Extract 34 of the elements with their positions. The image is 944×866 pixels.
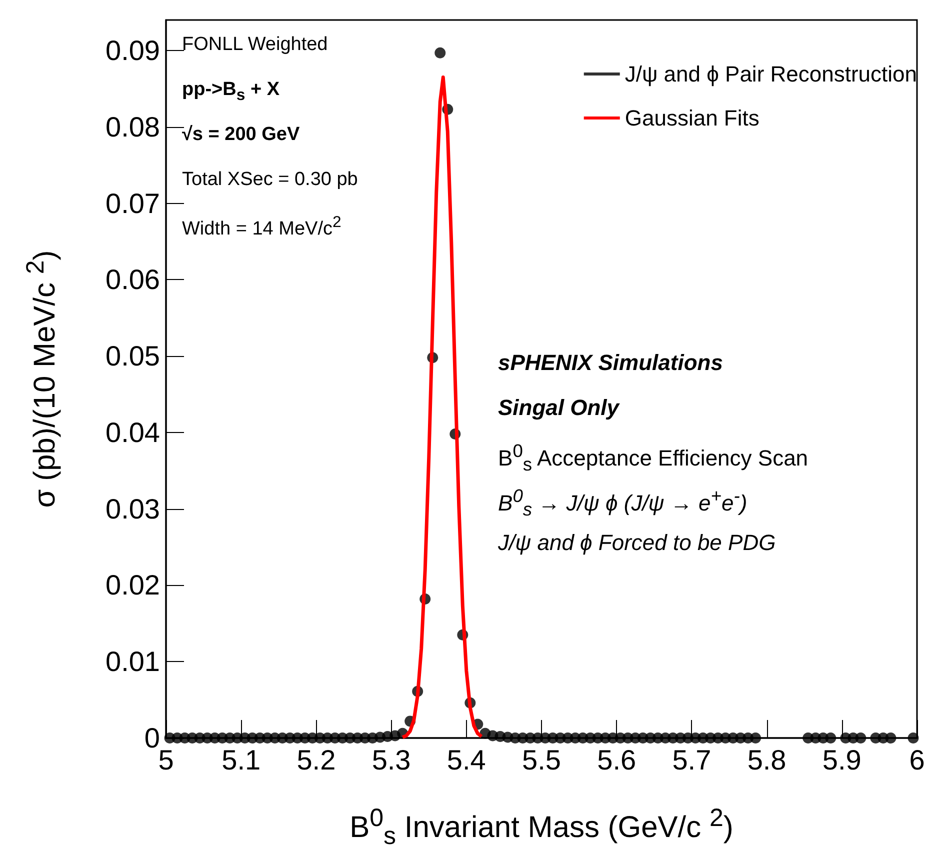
y-tick-label: 0.07 <box>106 188 160 219</box>
annotation: sPHENIX Simulations <box>498 350 723 376</box>
y-tick-label: 0 <box>144 722 160 754</box>
x-tick-label: 5.6 <box>597 744 636 776</box>
y-tick-label: 0.04 <box>106 416 160 448</box>
y-tick-label: 0.08 <box>106 111 160 142</box>
y-tick-label: 0.01 <box>106 646 160 678</box>
annotation: Singal Only <box>498 395 620 422</box>
annotation: J/ψ and ϕ Forced to be PDG <box>498 530 776 556</box>
x-tick-label: 5 <box>158 744 174 776</box>
x-tick-label: 5.2 <box>296 744 336 776</box>
x-tick-label: 6 <box>909 744 925 776</box>
legend-label: Gaussian Fits <box>624 106 760 130</box>
x-axis-title: B$^{0}$$_{s}$ Invariant Mass (GeV/c $^{2}$) <box>348 804 734 851</box>
annotation: Width = 14 MeV/c$^{2}$ <box>182 214 342 242</box>
x-tick-label: 5.8 <box>747 744 786 776</box>
y-tick-label: 0.05 <box>106 340 160 372</box>
x-tick-label: 5.1 <box>222 744 261 776</box>
y-tick-label: 0.02 <box>106 570 160 601</box>
annotation: √s = 200 GeV <box>182 124 300 147</box>
x-tick-label: 5.7 <box>672 744 712 776</box>
y-tick-label: 0.09 <box>106 35 160 66</box>
y-tick-label: 0.06 <box>106 264 160 296</box>
annotation: B$^{0}$$_{s}$ Acceptance Efficiency Scan <box>498 440 808 476</box>
legend-label: J/ψ and ϕ Pair Reconstruction <box>624 62 918 86</box>
y-tick-label: 0.03 <box>106 493 160 524</box>
annotation: B$^{0}$$_{s}$ → J/ψ ϕ (J/ψ → e$^{+}$e$^{-}$) <box>498 485 748 521</box>
x-tick-label: 5.9 <box>822 744 862 776</box>
annotation: Total XSec = 0.30 pb <box>182 169 358 192</box>
x-tick-label: 5.3 <box>372 744 411 776</box>
annotation: pp->B$_{s}$ + X <box>182 79 280 106</box>
annotation: FONLL Weighted <box>182 34 328 57</box>
x-tick-label: 5.4 <box>446 744 486 776</box>
x-tick-label: 5.5 <box>522 744 561 776</box>
